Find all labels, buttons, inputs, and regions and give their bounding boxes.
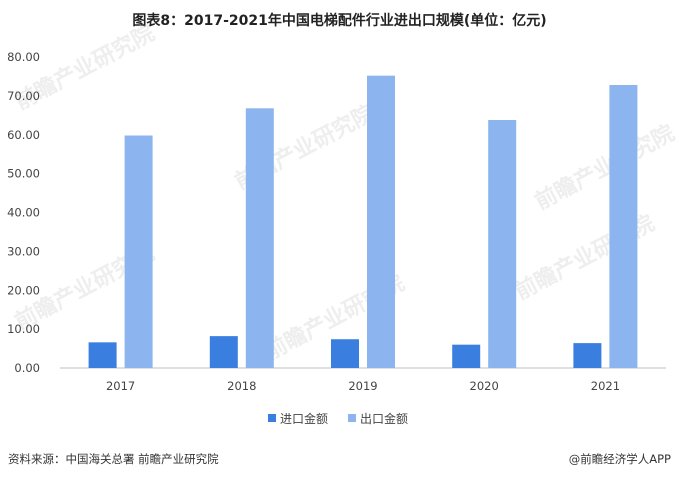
- bar-export: [245, 108, 274, 368]
- y-tick-label: 30.00: [7, 244, 40, 258]
- x-tick-label: 2019: [348, 379, 377, 393]
- legend-swatch: [268, 414, 276, 422]
- x-tick-label: 2020: [470, 379, 499, 393]
- y-tick-label: 40.00: [7, 206, 40, 220]
- x-axis: 2017 2018 2019 2020 2021: [106, 379, 620, 393]
- bar-export: [488, 119, 517, 368]
- bar-import: [573, 343, 602, 368]
- bar-export: [367, 75, 395, 368]
- bar-import: [88, 342, 117, 368]
- chart-title: 图表8：2017-2021年中国电梯配件行业进出口规模(单位：亿元): [132, 13, 547, 29]
- bars: [88, 75, 638, 369]
- source-note: 资料来源：中国海关总署 前瞻产业研究院: [8, 452, 219, 466]
- y-tick-label: 10.00: [7, 322, 40, 336]
- y-tick-label: 60.00: [7, 128, 40, 142]
- bar-export: [609, 84, 638, 369]
- watermark-text: 前瞻产业研究院: [531, 120, 679, 215]
- legend-swatch: [348, 414, 356, 422]
- y-axis: 0.00 10.00 20.00 30.00 40.00 50.00 60.00 70.00 8…: [7, 50, 40, 375]
- y-tick-label: 0.00: [14, 361, 40, 375]
- x-tick-label: 2017: [106, 379, 135, 393]
- bar-import: [452, 344, 481, 368]
- y-tick-label: 80.00: [7, 50, 40, 64]
- y-tick-label: 70.00: [7, 89, 40, 103]
- y-tick-label: 20.00: [7, 283, 40, 297]
- x-tick-label: 2021: [591, 379, 620, 393]
- credit-note: @前瞻经济学人APP: [568, 452, 671, 466]
- legend-label: 出口金额: [360, 411, 408, 426]
- legend: 进口金额 出口金额: [268, 411, 408, 426]
- bar-export: [124, 135, 153, 368]
- x-tick-label: 2018: [227, 379, 256, 393]
- bar-import: [209, 336, 238, 368]
- legend-label: 进口金额: [280, 411, 328, 426]
- bar-import: [331, 339, 359, 368]
- y-tick-label: 50.00: [7, 167, 40, 181]
